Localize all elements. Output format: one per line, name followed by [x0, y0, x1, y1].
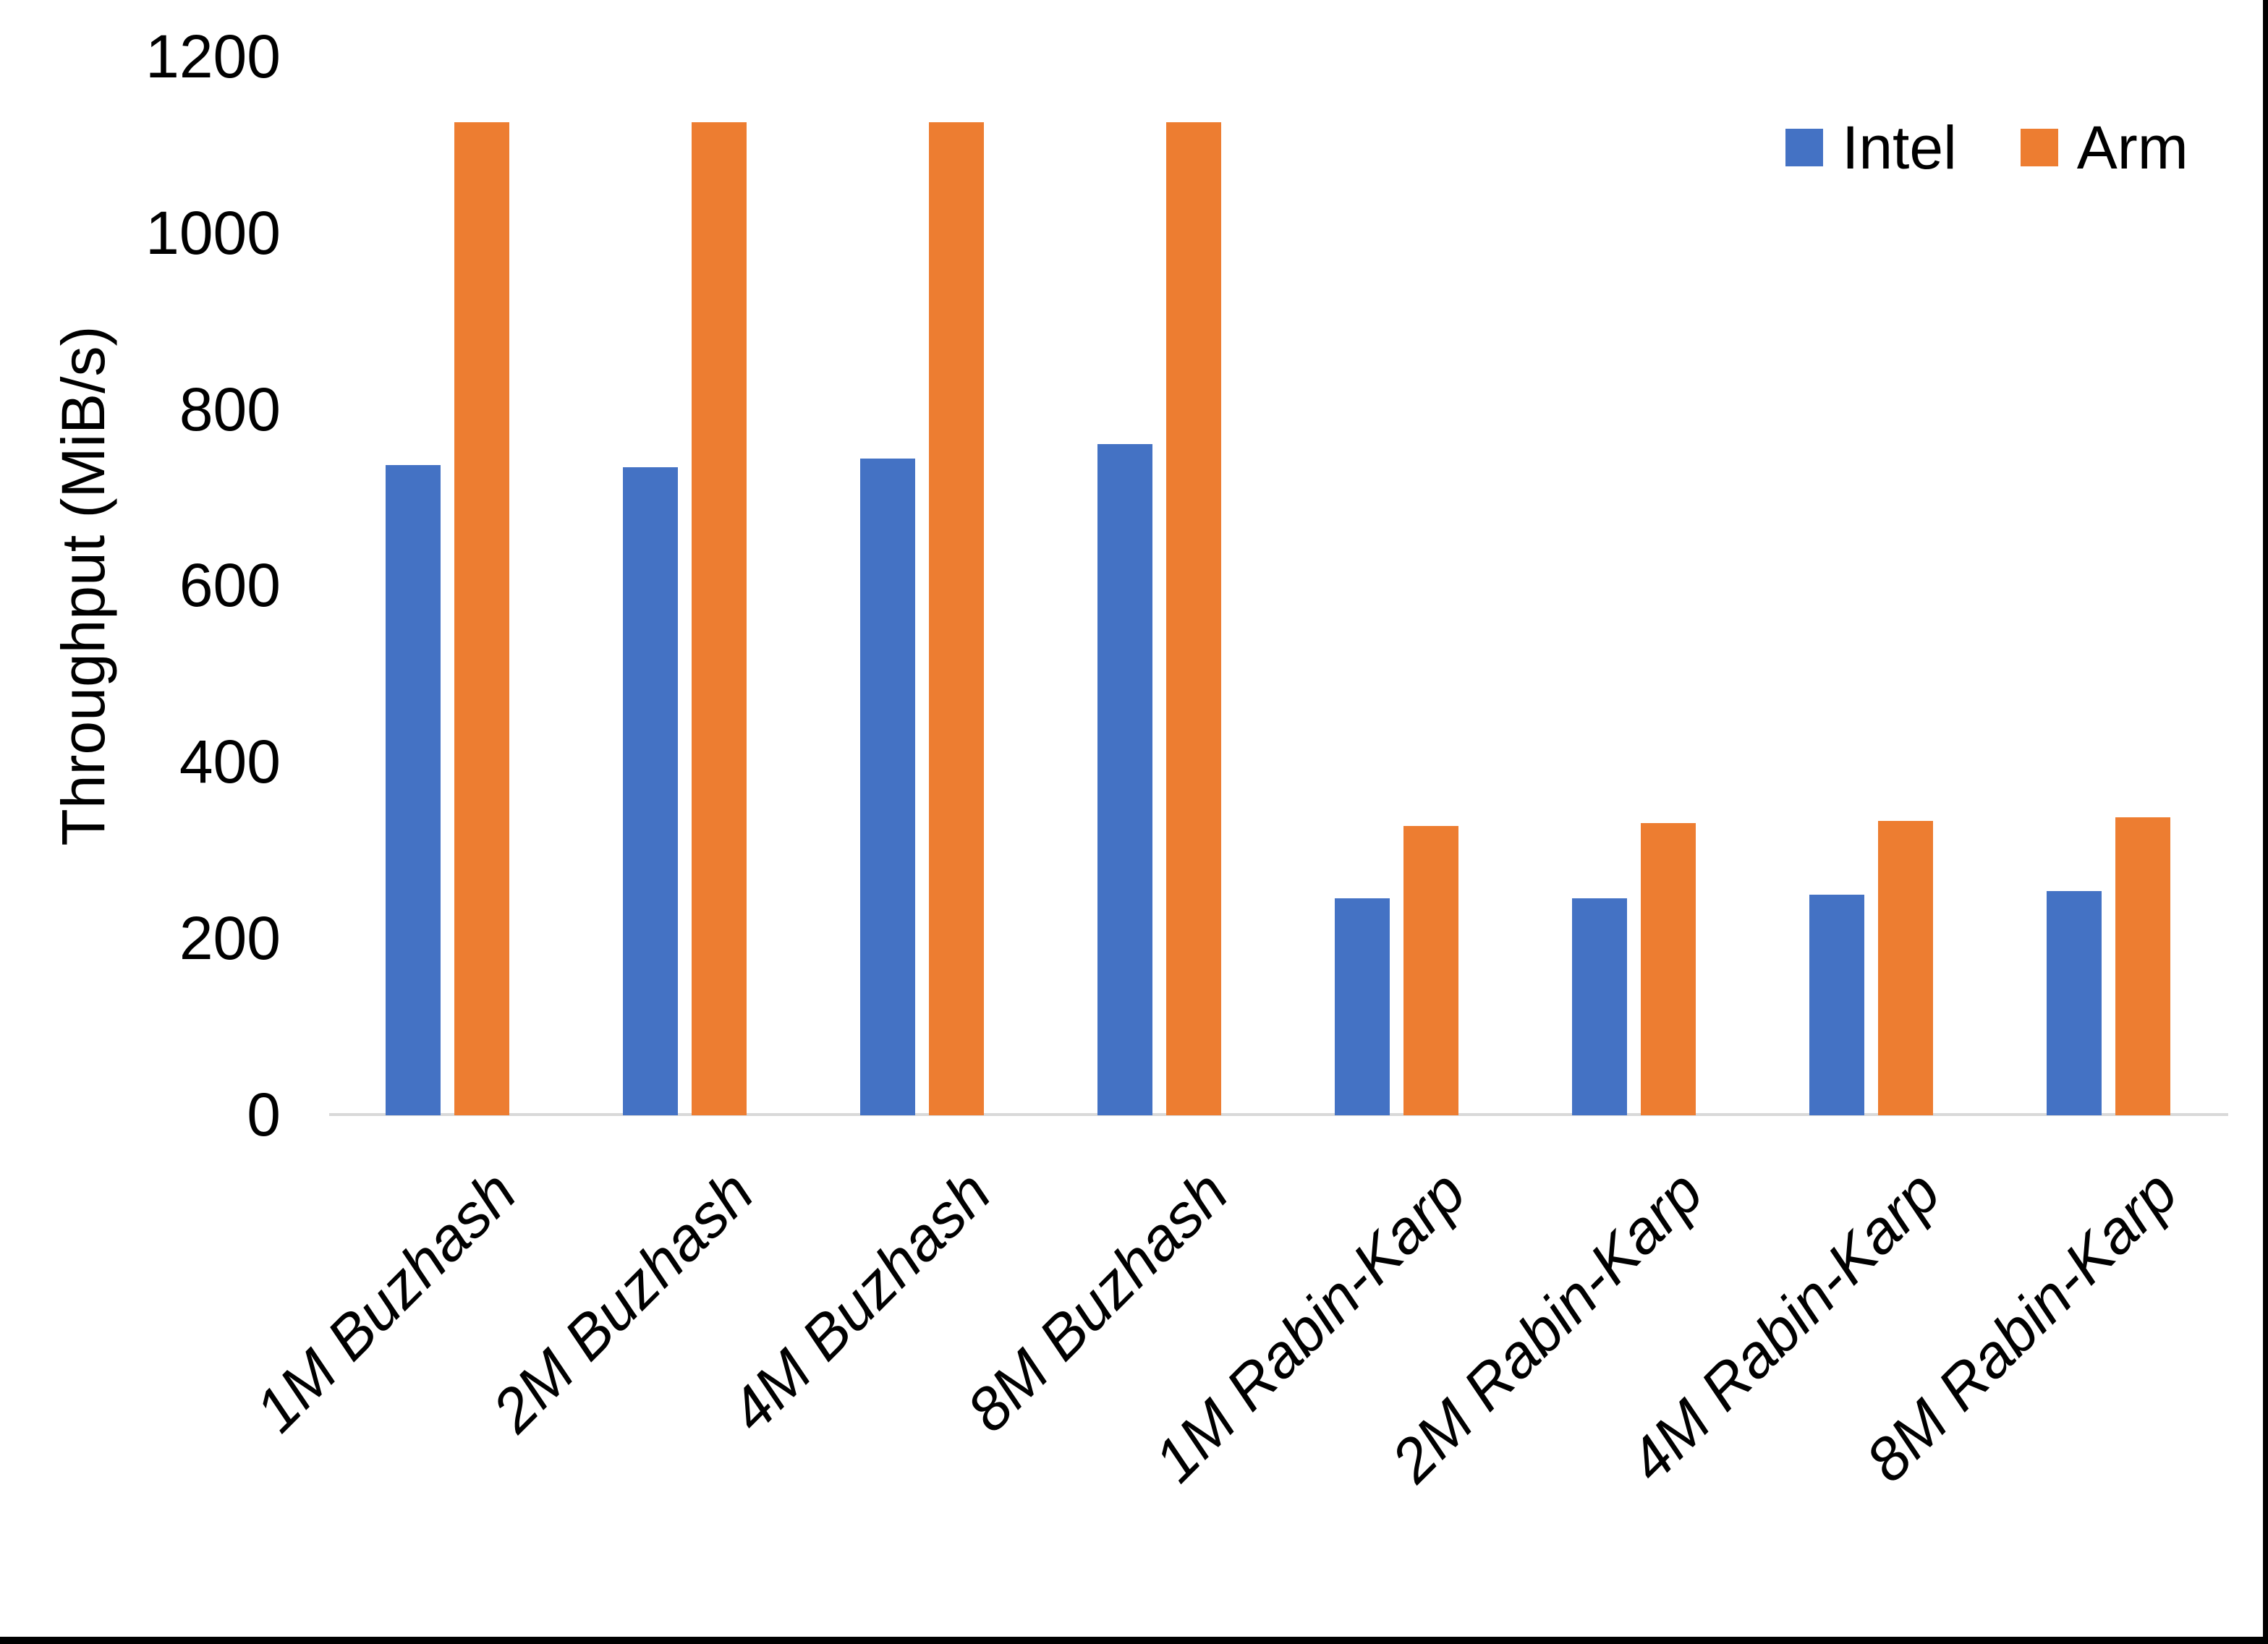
bar-intel-8m-rabin-karp: [2047, 891, 2102, 1115]
y-tick-800: 800: [179, 375, 281, 443]
y-tick-1200: 1200: [145, 22, 281, 90]
bar-intel-4m-rabin-karp: [1809, 895, 1864, 1115]
legend-swatch-intel: [1785, 129, 1823, 166]
bar-intel-8m-buzhash: [1097, 444, 1152, 1115]
legend-label-intel: Intel: [1842, 114, 1957, 182]
bar-arm-1m-buzhash: [454, 122, 509, 1115]
legend-item-arm: Arm: [2020, 114, 2188, 182]
bar-arm-4m-rabin-karp: [1878, 821, 1933, 1115]
bar-arm-2m-buzhash: [692, 122, 747, 1115]
y-tick-400: 400: [179, 728, 281, 796]
legend-item-intel: Intel: [1785, 117, 1957, 178]
bar-intel-2m-rabin-karp: [1572, 898, 1627, 1115]
y-tick-600: 600: [179, 551, 281, 620]
y-tick-200: 200: [179, 904, 281, 973]
bar-intel-4m-buzhash: [860, 459, 915, 1115]
bar-intel-1m-rabin-karp: [1335, 898, 1390, 1115]
bottom-border-strip: [0, 1637, 2268, 1644]
bar-arm-4m-buzhash: [929, 122, 984, 1115]
bar-arm-8m-rabin-karp: [2115, 817, 2170, 1115]
y-tick-1000: 1000: [145, 198, 281, 267]
chart-legend: Intel Arm: [1785, 117, 2188, 178]
legend-label-arm: Arm: [2076, 114, 2188, 182]
bar-arm-1m-rabin-karp: [1403, 826, 1458, 1115]
bar-intel-2m-buzhash: [623, 467, 678, 1115]
right-border-strip: [2263, 0, 2268, 1644]
bar-intel-1m-buzhash: [386, 465, 441, 1115]
x-axis-line: [329, 1113, 2228, 1116]
bar-arm-2m-rabin-karp: [1641, 823, 1696, 1115]
legend-swatch-arm: [2020, 129, 2058, 166]
y-tick-0: 0: [247, 1081, 281, 1149]
bar-arm-8m-buzhash: [1166, 122, 1221, 1115]
